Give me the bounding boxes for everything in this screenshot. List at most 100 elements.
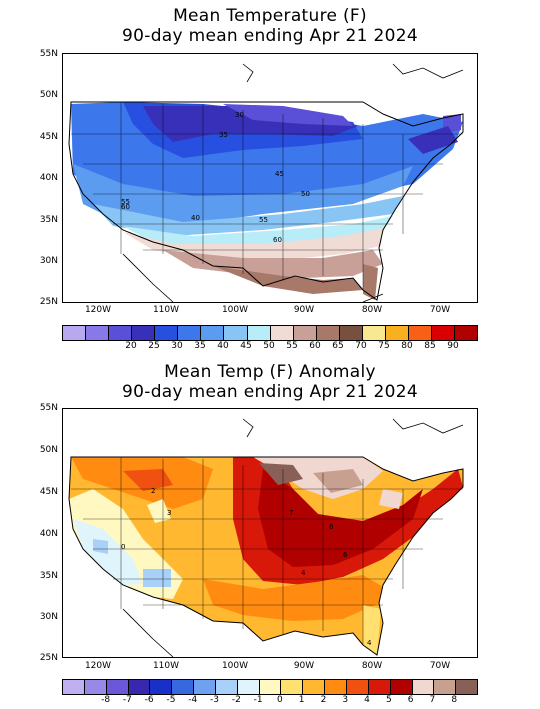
colorbar-swatch	[194, 680, 216, 694]
colorbar-swatch	[362, 326, 386, 340]
lat-label: 45N	[39, 132, 58, 142]
contour-label: 50	[301, 190, 310, 198]
lat-label: 30N	[39, 256, 58, 266]
colorbar-label: 75	[378, 341, 390, 351]
contour-label: 3	[167, 509, 171, 517]
lon-label: 90W	[293, 661, 315, 671]
contour-label: 6	[329, 523, 334, 531]
contour-label: 2	[151, 487, 155, 495]
panel1-map-svg: 30 35 45 50 55 40 55 60 60	[68, 63, 464, 302]
contour-label: 0	[121, 543, 125, 551]
colorbar-swatch	[270, 326, 294, 340]
panel2-map: 2 3 0 7 6 6 4 4	[62, 408, 478, 658]
colorbar-swatch	[434, 680, 457, 694]
colorbar-swatch	[293, 326, 317, 340]
colorbar-swatch	[325, 680, 347, 694]
contour-label: 4	[367, 639, 372, 647]
colorbar-swatch	[432, 326, 456, 340]
contour-label: 55	[121, 198, 130, 206]
colorbar-swatch	[178, 326, 202, 340]
colorbar-label: 0	[277, 695, 283, 705]
lat-label: 35N	[39, 215, 58, 225]
contour-label: 4	[301, 569, 306, 577]
lat-label: 30N	[39, 612, 58, 622]
colorbar-swatch	[237, 680, 260, 694]
colorbar-swatch	[316, 326, 340, 340]
lat-label: 40N	[39, 173, 58, 183]
lon-label: 100W	[221, 661, 249, 671]
colorbar-label: 70	[355, 341, 367, 351]
colorbar-label: -6	[144, 695, 154, 705]
lon-label: 70W	[429, 305, 451, 315]
panel1-colorbar-labels: 20 25 30 35 40 45 50 55 60 65 70 75 80 85 90	[62, 341, 476, 353]
colorbar-swatch	[172, 680, 195, 694]
colorbar-label: -2	[231, 695, 241, 705]
colorbar-label: -1	[253, 695, 263, 705]
colorbar-label: 45	[240, 341, 252, 351]
colorbar-swatch	[150, 680, 173, 694]
colorbar-label: -5	[166, 695, 176, 705]
colorbar-swatch	[281, 680, 304, 694]
contour-label: 45	[275, 170, 284, 178]
contour-label: 30	[235, 111, 244, 119]
lon-label: 110W	[152, 661, 180, 671]
colorbar-label: -7	[122, 695, 132, 705]
lon-label: 90W	[293, 305, 315, 315]
lat-label: 50N	[39, 90, 58, 100]
lat-label: 35N	[39, 571, 58, 581]
colorbar-label: 3	[342, 695, 349, 705]
colorbar-label: 60	[309, 341, 321, 351]
colorbar-swatch	[390, 680, 413, 694]
colorbar-swatch	[303, 680, 326, 694]
colorbar-label: 50	[263, 341, 275, 351]
colorbar-swatch	[63, 680, 85, 694]
colorbar-swatch	[215, 680, 238, 694]
colorbar-swatch	[385, 326, 409, 340]
colorbar-swatch	[368, 680, 391, 694]
colorbar-swatch	[339, 326, 363, 340]
panel1-title-line2: 90-day mean ending Apr 21 2024	[122, 26, 418, 46]
contour-label: 40	[191, 214, 200, 222]
lat-label: 40N	[39, 529, 58, 539]
colorbar-label: 35	[194, 341, 206, 351]
panel2-colorbar-labels: -8 -7 -6 -5 -4 -3 -2 -1 0 1 2 3 4 5 6 7 8	[62, 695, 476, 707]
lat-label: 45N	[39, 487, 58, 497]
panel2-map-svg: 2 3 0 7 6 6 4 4	[68, 418, 464, 657]
colorbar-label: 80	[401, 341, 413, 351]
colorbar-swatch	[224, 326, 248, 340]
colorbar-swatch	[259, 680, 282, 694]
colorbar-swatch	[63, 326, 87, 340]
colorbar-label: 40	[217, 341, 229, 351]
contour-label: 60	[121, 203, 130, 211]
lon-label: 120W	[84, 305, 112, 315]
colorbar-swatch	[109, 326, 133, 340]
colorbar-label: 5	[385, 695, 392, 705]
panel2-colorbar	[62, 679, 478, 695]
lat-label: 25N	[39, 653, 58, 663]
colorbar-label: -3	[210, 695, 220, 705]
colorbar-swatch	[455, 326, 478, 340]
colorbar-label: 25	[148, 341, 160, 351]
panel1-title-line1: Mean Temperature (F)	[173, 6, 367, 26]
colorbar-swatch	[86, 326, 110, 340]
colorbar-label: 4	[364, 695, 370, 705]
colorbar-swatch	[346, 680, 369, 694]
lat-label: 50N	[39, 445, 58, 455]
colorbar-swatch	[155, 326, 179, 340]
lon-label: 100W	[221, 305, 249, 315]
colorbar-swatch	[201, 326, 225, 340]
colorbar-label: 20	[125, 341, 137, 351]
colorbar-swatch	[106, 680, 129, 694]
lat-label: 25N	[39, 297, 58, 307]
colorbar-swatch	[84, 680, 107, 694]
colorbar-label: 7	[429, 695, 436, 705]
lon-label: 110W	[152, 305, 180, 315]
colorbar-label: 6	[407, 695, 414, 705]
colorbar-swatch	[247, 326, 271, 340]
colorbar-label: 65	[332, 341, 344, 351]
contour-label: 60	[273, 236, 282, 244]
lon-label: 80W	[361, 305, 383, 315]
colorbar-label: 1	[298, 695, 305, 705]
colorbar-swatch	[128, 680, 151, 694]
colorbar-label: 55	[286, 341, 298, 351]
